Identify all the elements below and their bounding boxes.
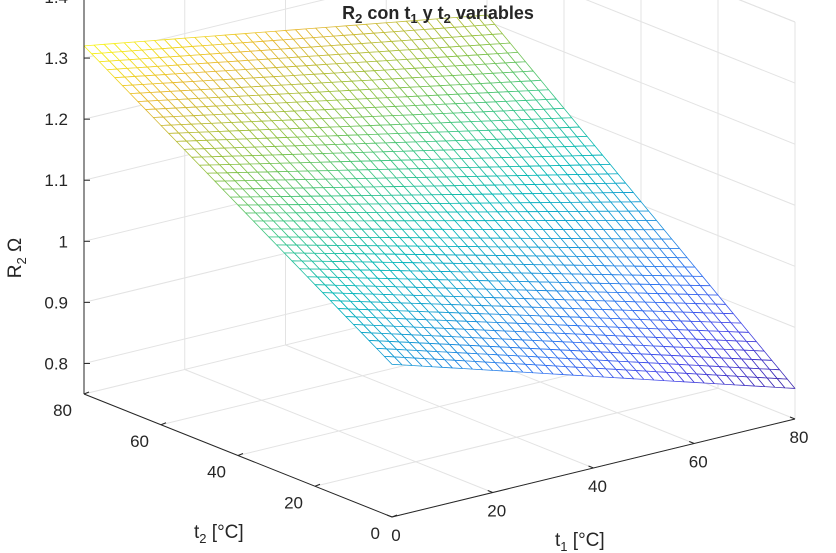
- z-tick-label: 1.2: [44, 110, 68, 129]
- x-tick-label: 40: [588, 477, 607, 496]
- x-tick: [487, 490, 493, 493]
- surface-patch: [776, 378, 796, 389]
- x-tick: [588, 465, 594, 469]
- z-axis-label: R2 Ω: [5, 238, 29, 278]
- x-tick: [689, 441, 695, 444]
- y-tick: [237, 453, 244, 456]
- x-tick-label: 60: [689, 453, 708, 472]
- x-axis-label: t1 [°C]: [555, 530, 605, 553]
- x-tick: [789, 416, 796, 420]
- y-axis-label: t2 [°C]: [194, 522, 244, 546]
- surface-layer: [83, 14, 796, 389]
- y-tick: [83, 391, 90, 395]
- x-tick-label: 0: [391, 526, 400, 545]
- x-tick-label: 20: [487, 502, 506, 521]
- floor-gridline-y: [314, 387, 719, 487]
- z-tick-label: 1.3: [44, 49, 68, 68]
- z-tick-label: 0.8: [44, 354, 68, 373]
- z-tick-label: 1.4: [44, 0, 68, 7]
- y-tick-label: 80: [53, 401, 72, 420]
- sidewall-gridline-z: [585, 0, 796, 84]
- pane-edge: [738, 0, 796, 23]
- z-tick-label: 1.1: [44, 171, 68, 190]
- x-tick: [386, 514, 393, 518]
- x-tick-label: 80: [790, 428, 809, 447]
- y-tick-label: 0: [371, 524, 380, 543]
- sidewall-gridline-z: [486, 20, 796, 145]
- y-tick: [314, 483, 321, 487]
- y-tick: [391, 514, 398, 518]
- z-tick-label: 1: [59, 232, 68, 251]
- y-tick: [160, 422, 167, 426]
- z-tick-label: 0.9: [44, 293, 68, 312]
- y-tick-label: 60: [130, 432, 149, 451]
- ticks-layer: 0 20 40 60 80 0 20 40 60 80 0.8 0.9 1 1.1 1.2 1.3 1.4: [44, 0, 808, 545]
- y-tick-label: 20: [284, 493, 303, 512]
- chart-title: R2 con t1 y t2 variables: [342, 3, 534, 26]
- y-tick-label: 40: [207, 463, 226, 482]
